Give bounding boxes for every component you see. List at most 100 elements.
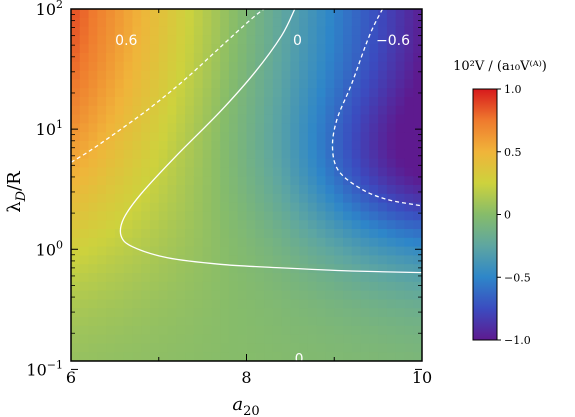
heatmap-cell — [89, 211, 98, 220]
heatmap-cell — [282, 343, 291, 352]
y-axis-title: λD/R — [4, 171, 29, 213]
heatmap-cell — [299, 71, 308, 80]
heatmap-cell — [176, 27, 185, 36]
heatmap-cell — [413, 308, 422, 317]
heatmap-cell — [343, 291, 352, 300]
heatmap-cell — [247, 308, 256, 317]
heatmap-cell — [97, 352, 106, 361]
heatmap-cell — [404, 53, 413, 62]
heatmap-cell — [132, 282, 141, 291]
heatmap-cell — [194, 220, 203, 229]
heatmap-cell — [290, 176, 299, 185]
heatmap-cell — [132, 71, 141, 80]
heatmap-cell — [396, 255, 405, 264]
heatmap-cell — [396, 308, 405, 317]
heatmap-cell — [141, 159, 150, 168]
heatmap-cell — [220, 9, 229, 18]
heatmap-cell — [361, 167, 370, 176]
heatmap-cell — [317, 299, 326, 308]
heatmap-cell — [396, 150, 405, 159]
heatmap-cell — [255, 326, 264, 335]
heatmap-cell — [97, 62, 106, 71]
heatmap-cell — [404, 273, 413, 282]
heatmap-cell — [106, 343, 115, 352]
heatmap-cell — [229, 9, 238, 18]
heatmap-cell — [238, 35, 247, 44]
heatmap-cell — [194, 176, 203, 185]
heatmap-cell — [97, 326, 106, 335]
heatmap-cell — [194, 255, 203, 264]
heatmap-cell — [115, 141, 124, 150]
heatmap-cell — [361, 203, 370, 212]
heatmap-cell — [369, 299, 378, 308]
heatmap-cell — [220, 308, 229, 317]
heatmap-cell — [176, 176, 185, 185]
heatmap-cell — [168, 273, 177, 282]
heatmap-cell — [343, 194, 352, 203]
heatmap-cell — [80, 115, 89, 124]
heatmap-cell — [343, 141, 352, 150]
heatmap-cell — [282, 203, 291, 212]
heatmap-cell — [89, 159, 98, 168]
heatmap-cell — [185, 299, 194, 308]
heatmap-cell — [369, 123, 378, 132]
heatmap-cell — [378, 123, 387, 132]
heatmap-cell — [238, 308, 247, 317]
heatmap-cell — [308, 9, 317, 18]
heatmap-cell — [413, 282, 422, 291]
heatmap-cell — [176, 203, 185, 212]
heatmap-cell — [71, 273, 80, 282]
heatmap-cell — [273, 343, 282, 352]
y-tick-label: 101 — [36, 118, 63, 139]
heatmap-cell — [299, 97, 308, 106]
heatmap-cell — [308, 352, 317, 361]
heatmap-cell — [396, 106, 405, 115]
heatmap-cell — [352, 150, 361, 159]
heatmap-cell — [194, 79, 203, 88]
heatmap-cell — [220, 203, 229, 212]
heatmap-cell — [299, 159, 308, 168]
heatmap-cell — [229, 308, 238, 317]
heatmap-cell — [132, 79, 141, 88]
heatmap-cell — [299, 62, 308, 71]
heatmap-cell — [413, 53, 422, 62]
heatmap-cell — [361, 352, 370, 361]
heatmap-cell — [290, 326, 299, 335]
heatmap-cell — [203, 176, 212, 185]
heatmap-cell — [352, 106, 361, 115]
heatmap-cell — [194, 335, 203, 344]
heatmap-cell — [264, 299, 273, 308]
heatmap-cell — [273, 9, 282, 18]
heatmap-cell — [378, 71, 387, 80]
heatmap-cell — [361, 282, 370, 291]
heatmap-cell — [211, 88, 220, 97]
heatmap-cell — [352, 194, 361, 203]
heatmap-cell — [255, 247, 264, 256]
heatmap-cell — [317, 106, 326, 115]
heatmap-cell — [176, 229, 185, 238]
heatmap-cell — [89, 9, 98, 18]
heatmap-cell — [247, 229, 256, 238]
heatmap-cell — [264, 132, 273, 141]
heatmap-cell — [404, 9, 413, 18]
heatmap-cell — [106, 308, 115, 317]
heatmap-cell — [361, 44, 370, 53]
heatmap-cell — [325, 229, 334, 238]
heatmap-cell — [255, 211, 264, 220]
heatmap-cell — [185, 326, 194, 335]
heatmap-cell — [203, 317, 212, 326]
heatmap-cell — [404, 79, 413, 88]
x-axis-label: a20 — [232, 394, 259, 417]
heatmap-cell — [264, 150, 273, 159]
heatmap-cell — [334, 255, 343, 264]
heatmap-cell — [369, 255, 378, 264]
heatmap-cell — [361, 88, 370, 97]
heatmap-cell — [317, 343, 326, 352]
heatmap-cell — [413, 123, 422, 132]
heatmap-cell — [220, 238, 229, 247]
heatmap-cell — [282, 159, 291, 168]
heatmap-cell — [264, 343, 273, 352]
heatmap-cell — [203, 79, 212, 88]
heatmap-cell — [220, 150, 229, 159]
heatmap-cell — [396, 282, 405, 291]
